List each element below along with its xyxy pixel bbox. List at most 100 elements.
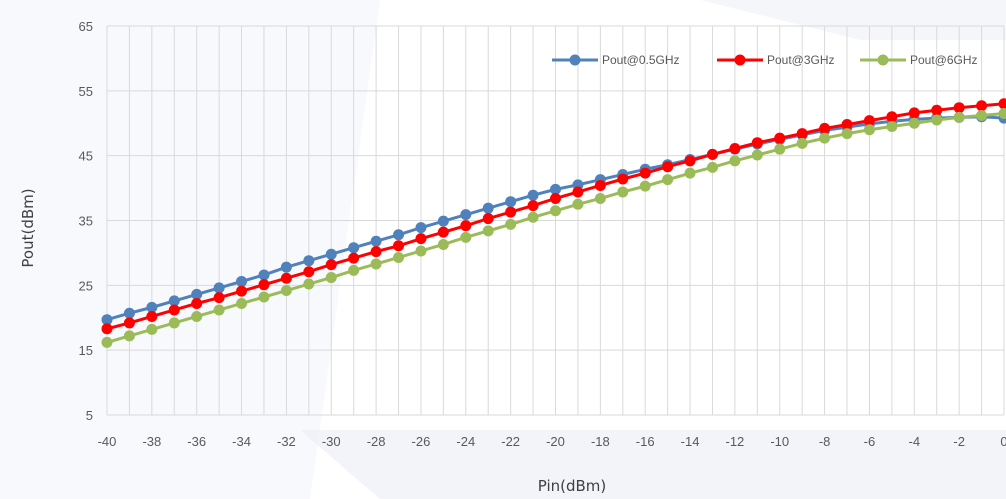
legend-label: Pout@0.5GHz [602, 53, 680, 67]
data-point [706, 161, 718, 173]
data-point [168, 295, 180, 307]
x-tick-label: -24 [456, 434, 475, 449]
x-tick-label: -30 [322, 434, 341, 449]
data-point [527, 189, 539, 201]
data-point [258, 291, 270, 303]
data-point [348, 252, 360, 264]
data-point [258, 269, 270, 281]
data-point [393, 240, 405, 252]
data-point [123, 317, 135, 329]
data-point [393, 229, 405, 241]
data-point [886, 120, 898, 132]
data-point [774, 143, 786, 155]
data-point [437, 226, 449, 238]
data-point [639, 180, 651, 192]
data-point [280, 285, 292, 297]
data-point [527, 200, 539, 212]
data-point [303, 266, 315, 278]
x-tick-label: -2 [953, 434, 965, 449]
data-point [751, 149, 763, 161]
data-point [236, 285, 248, 297]
data-point [370, 235, 382, 247]
data-point [191, 310, 203, 322]
data-point [123, 307, 135, 319]
data-point [101, 336, 113, 348]
data-point [639, 167, 651, 179]
y-axis-title: Pout(dBm) [19, 188, 37, 267]
x-tick-label: 0 [1000, 434, 1006, 449]
data-point [482, 202, 494, 214]
data-point [325, 248, 337, 260]
data-point [325, 259, 337, 271]
data-point [617, 186, 629, 198]
x-tick-label: -28 [367, 434, 386, 449]
data-point [796, 137, 808, 149]
data-point [998, 108, 1006, 120]
data-point [325, 272, 337, 284]
data-point [370, 246, 382, 258]
data-point [415, 233, 427, 245]
x-tick-label: -16 [636, 434, 655, 449]
y-tick-label: 55 [79, 84, 93, 99]
data-point [146, 301, 158, 313]
data-point [684, 155, 696, 167]
y-tick-label: 5 [86, 408, 93, 423]
data-point [213, 292, 225, 304]
x-tick-label: -36 [187, 434, 206, 449]
data-point [437, 238, 449, 250]
data-point [572, 186, 584, 198]
x-tick-label: -10 [770, 434, 789, 449]
data-point [774, 132, 786, 144]
data-point [572, 198, 584, 210]
y-tick-label: 25 [79, 278, 93, 293]
data-point [819, 122, 831, 134]
data-point [303, 255, 315, 267]
data-point [393, 251, 405, 263]
data-point [191, 297, 203, 309]
data-point [863, 124, 875, 136]
data-point [550, 205, 561, 217]
y-tick-label: 45 [79, 149, 93, 164]
legend-marker [569, 54, 581, 66]
data-point [191, 288, 203, 300]
y-tick-label: 15 [79, 343, 93, 358]
y-tick-label: 35 [79, 214, 93, 229]
data-point [482, 213, 494, 225]
data-point [370, 258, 382, 270]
x-tick-label: -32 [277, 434, 296, 449]
x-tick-label: -20 [546, 434, 565, 449]
x-tick-label: -38 [142, 434, 161, 449]
data-point [168, 317, 180, 329]
data-point [213, 282, 225, 294]
data-point [101, 314, 113, 326]
data-point [908, 117, 920, 129]
data-point [819, 132, 831, 144]
data-point [236, 297, 248, 309]
y-tick-label: 65 [79, 19, 93, 34]
data-point [953, 102, 965, 114]
data-point [460, 209, 472, 221]
legend-marker [877, 54, 889, 66]
data-point [706, 148, 718, 160]
data-point [460, 220, 472, 232]
data-point [998, 98, 1006, 110]
gridlines [106, 25, 1005, 416]
data-point [505, 218, 517, 230]
x-tick-label: -4 [909, 434, 921, 449]
data-point [953, 111, 965, 123]
x-tick-label: -12 [726, 434, 745, 449]
series-lines [101, 98, 1006, 348]
data-point [146, 323, 158, 335]
data-point [437, 215, 449, 227]
data-point [908, 107, 920, 119]
data-point [662, 174, 674, 186]
data-point [662, 161, 674, 173]
x-tick-label: -40 [98, 434, 117, 449]
data-point [527, 211, 539, 223]
data-point [617, 173, 629, 185]
data-point [213, 304, 225, 316]
data-point [168, 304, 180, 316]
legend: Pout@0.5GHz Pout@3GHz Pout@6GHz [552, 53, 978, 67]
data-point [976, 100, 988, 112]
